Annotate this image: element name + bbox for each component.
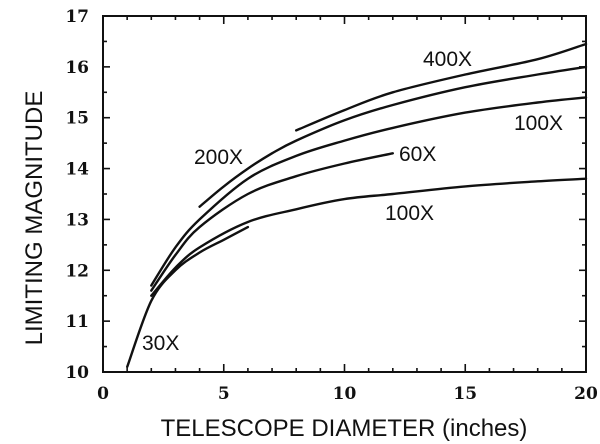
- series-labels: 30X 100X 60X 100X 200X 400X: [142, 48, 563, 355]
- y-tick-label: 12: [65, 261, 89, 281]
- series-label-1: 100X: [385, 202, 434, 225]
- series-line-3: [150, 96, 588, 287]
- x-tick-label: 0: [97, 384, 109, 404]
- series-label-3: 100X: [514, 112, 563, 135]
- x-tick-label: 15: [453, 384, 477, 404]
- y-tick-label: 14: [65, 160, 89, 180]
- y-tick-label: 13: [65, 210, 89, 230]
- y-tick-label: 16: [65, 58, 89, 78]
- x-tick-label: 5: [218, 384, 230, 404]
- y-tick-label: 10: [65, 363, 89, 383]
- series-label-2: 60X: [399, 143, 436, 166]
- x-axis-title: TELESCOPE DIAMETER (inches): [161, 415, 528, 442]
- curves: [126, 42, 588, 369]
- series-label-5: 400X: [423, 48, 472, 71]
- series-line-4: [198, 65, 588, 208]
- y-tick-label: 17: [65, 7, 89, 27]
- series-line-2: [150, 152, 394, 292]
- y-axis-title: LIMITING MAGNITUDE: [21, 91, 48, 346]
- y-tick-label: 15: [65, 109, 89, 129]
- series-line-0: [126, 225, 250, 369]
- y-tick-label: 11: [65, 312, 89, 332]
- series-line-5: [295, 42, 588, 132]
- plot-frame: [102, 15, 587, 373]
- series-label-0: 30X: [142, 332, 179, 355]
- x-tick-label: 20: [574, 384, 598, 404]
- series-line-1: [150, 177, 588, 297]
- x-tick-label: 10: [333, 384, 357, 404]
- series-label-4: 200X: [194, 146, 243, 169]
- axes: 10 11 12 13 14 15 16 17 0 5 10 15 20: [65, 7, 598, 404]
